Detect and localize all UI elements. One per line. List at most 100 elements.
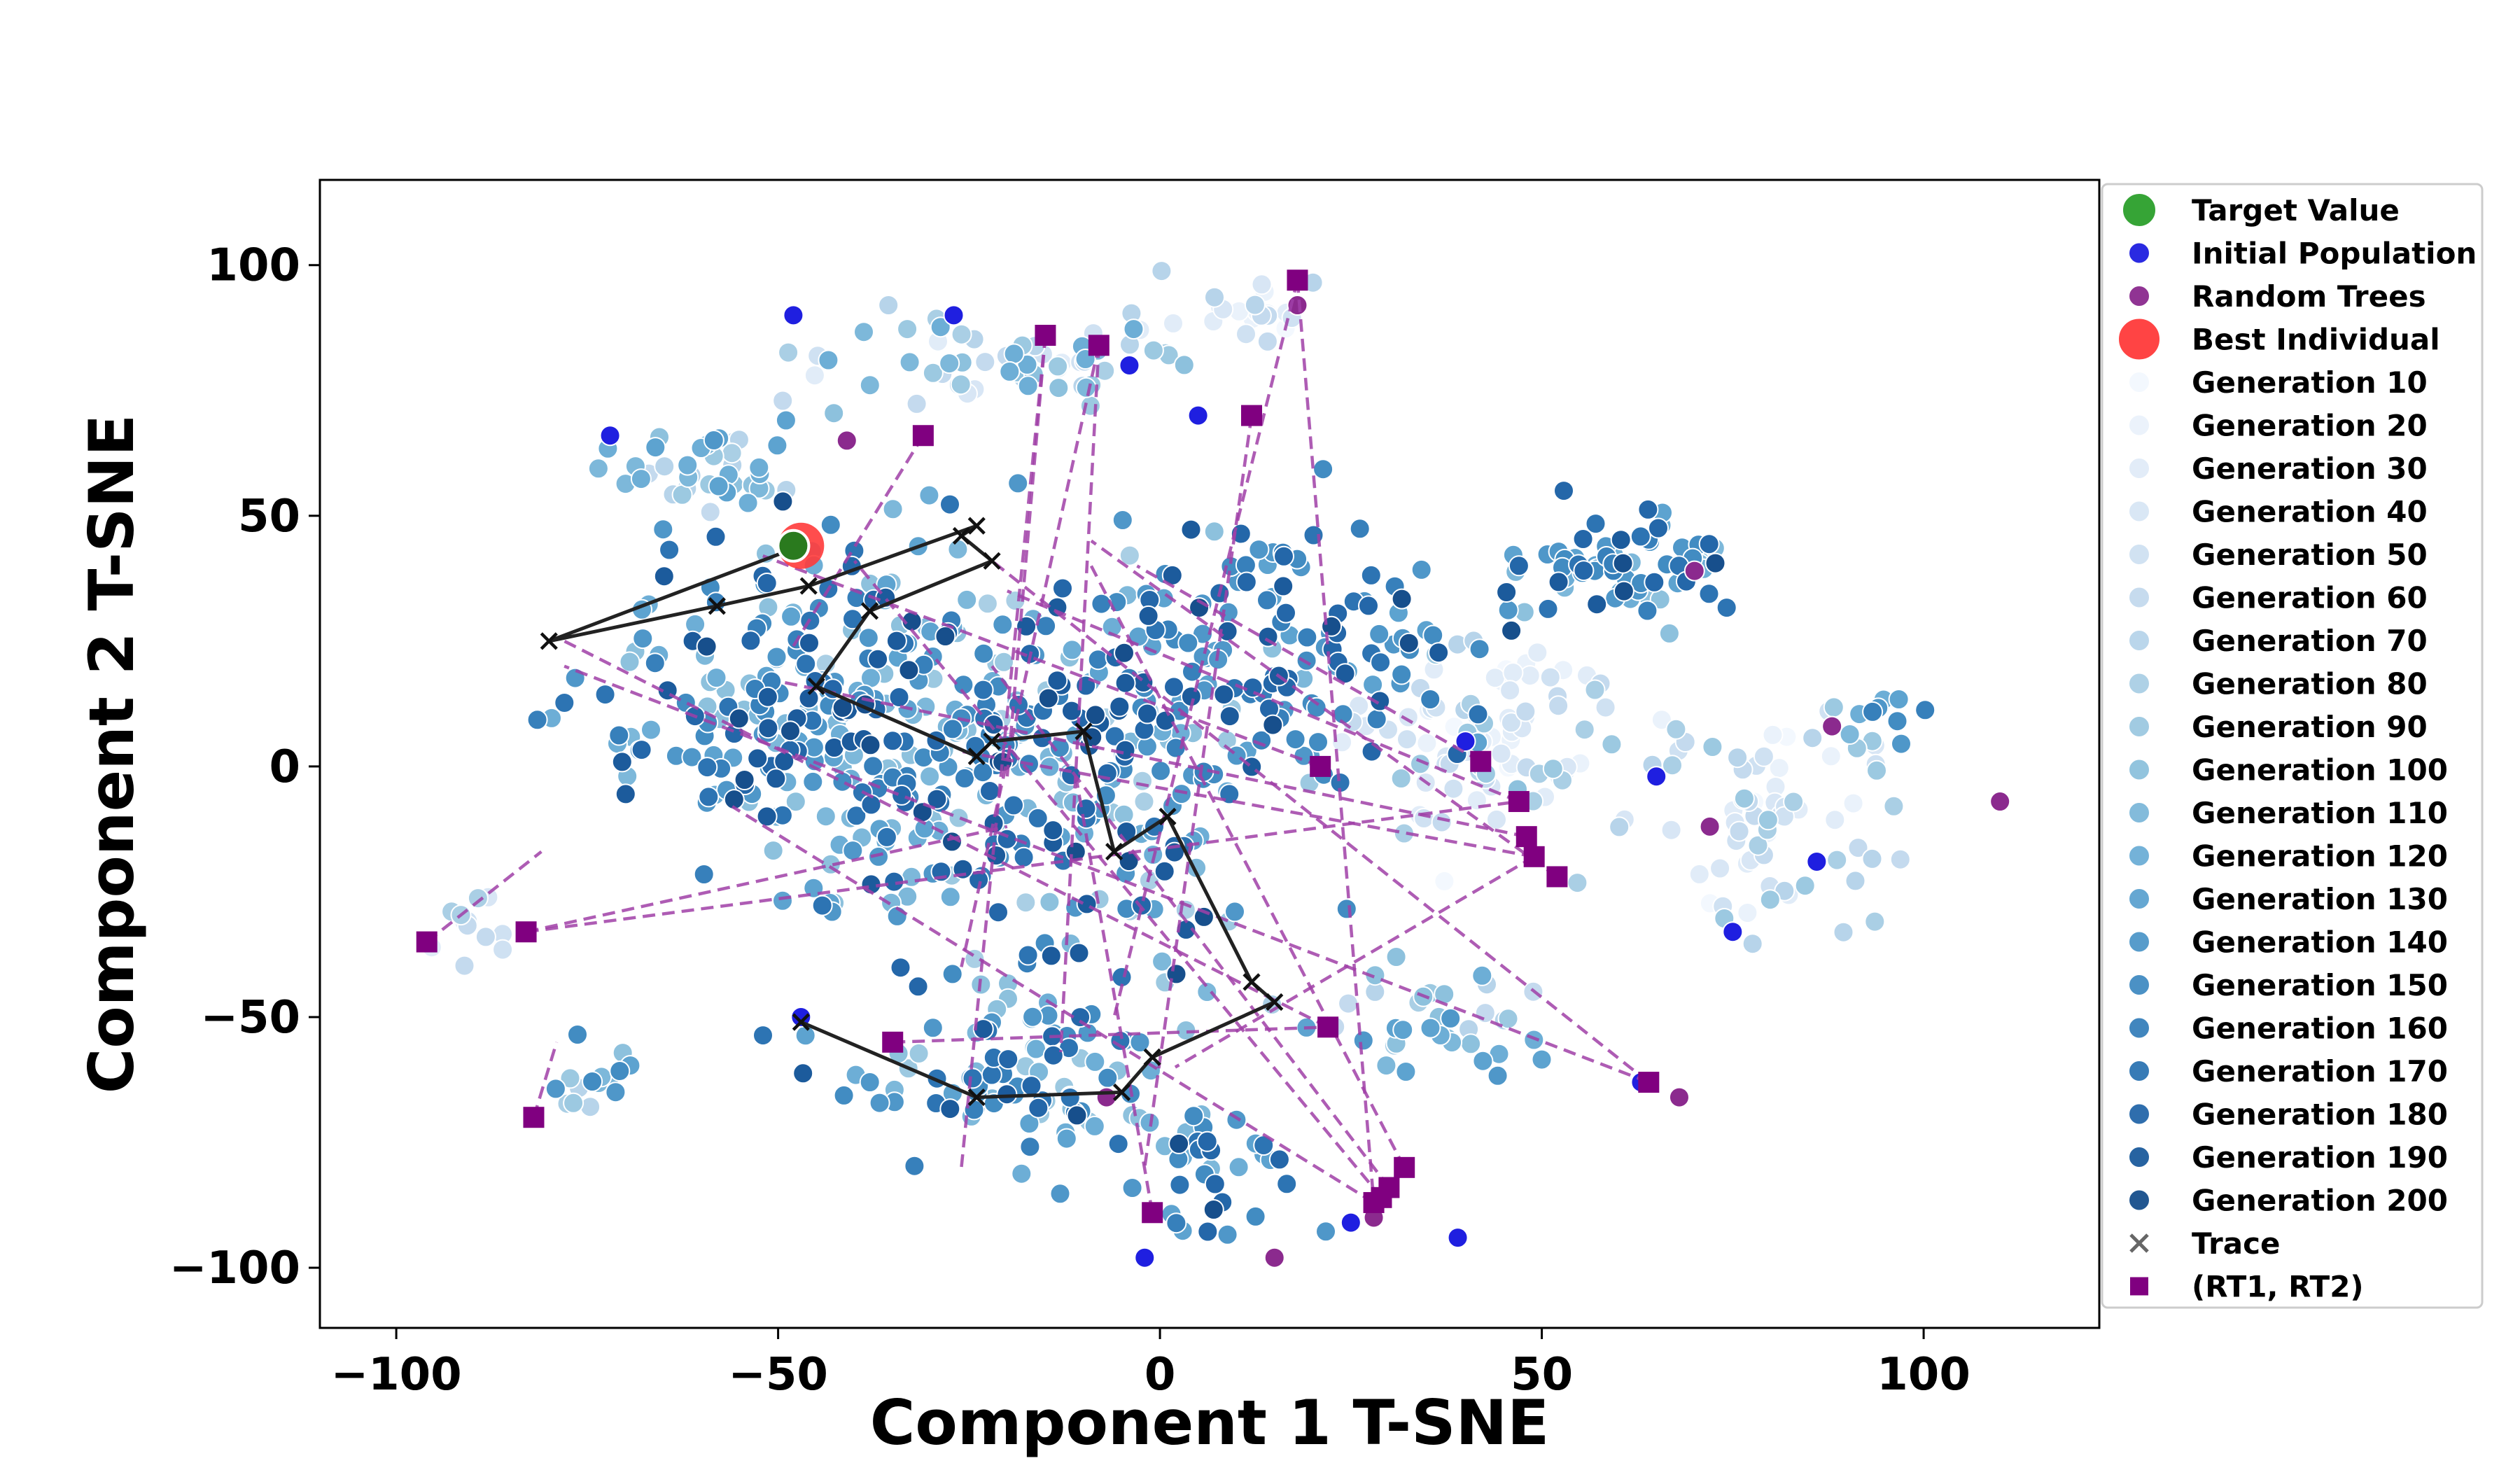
population-point [1173,354,1195,376]
legend-square-marker [2130,1277,2148,1296]
population-point [804,365,825,386]
population-point [1709,858,1731,879]
population-point [696,636,718,657]
population-point [906,393,927,414]
population-point [1017,944,1039,966]
population-point [640,719,662,741]
population-point [747,748,769,769]
population-point [1416,732,1438,754]
population-point [1886,710,1908,732]
legend-label: Generation 200 [2192,1184,2448,1218]
population-point [1490,743,1512,764]
population-point [1660,819,1682,841]
population-point [1021,1075,1042,1097]
population-point [1084,1115,1105,1137]
population-point [1166,963,1187,985]
population-point [632,628,654,650]
trace-x-marker [983,552,1001,570]
legend-label: Generation 130 [2192,882,2448,916]
initial-or-random-point [1722,921,1744,943]
rt-pair-line [1136,564,1482,763]
legend-label: Generation 60 [2192,581,2428,615]
population-point [467,888,489,909]
trace-x-marker [799,577,818,595]
population-point [1061,639,1083,661]
population-point [1839,724,1861,745]
rt-pair-square [1317,1016,1339,1038]
population-point [1224,901,1245,923]
population-point [891,784,913,806]
population-point [974,351,996,373]
population-point [1204,286,1225,308]
x-tick-label: −100 [330,1349,461,1401]
population-point [1273,575,1294,597]
population-point [1177,632,1199,654]
population-point [1048,377,1070,399]
legend-circle-marker [2128,457,2150,479]
initial-or-random-point [1668,1086,1690,1108]
population-point [696,757,718,778]
population-point [708,475,729,497]
population-point [882,498,904,520]
population-point [1049,1183,1071,1205]
population-point [1440,1007,1462,1029]
population-point [999,360,1021,382]
population-point [1169,1174,1191,1196]
population-point [1352,1030,1374,1051]
population-point [1213,684,1235,706]
population-point [1137,703,1158,724]
population-point [1087,649,1109,671]
population-point [1733,788,1755,809]
population-point [832,771,853,792]
y-tick-label: 50 [238,491,300,542]
x-tick-label: 0 [1144,1349,1176,1401]
population-point [1413,808,1435,829]
trace-x-marker [983,732,1001,750]
population-point [644,652,666,674]
population-point [833,1084,855,1106]
population-point [772,491,794,512]
trace-x-marker [792,1013,810,1031]
population-point [1802,727,1823,749]
population-point [1410,753,1431,775]
population-point [653,566,675,587]
population-point [1019,1136,1041,1158]
trace-x-marker [967,517,986,535]
population-point [563,1092,584,1114]
initial-or-random-point [1134,1247,1156,1268]
rt-pair-line [1174,855,1535,1069]
population-point [1824,809,1846,831]
rt-pair-line [853,559,1383,1199]
rt-pair-square [1287,270,1308,291]
population-point [1644,571,1665,593]
rt-pair-square [1378,1177,1400,1198]
rt-pair-square [1088,335,1110,356]
population-point [1914,699,1936,721]
population-point [1336,898,1357,920]
legend-label: Generation 150 [2192,968,2448,1002]
population-point [1203,1199,1224,1220]
population-point [1392,1019,1414,1041]
rt-pair-line [526,825,1008,934]
population-point [659,539,680,561]
population-point [820,514,841,536]
population-point [882,730,904,752]
population-point [1665,718,1687,740]
population-point [1119,545,1140,566]
population-point [780,720,801,742]
population-point [1112,510,1133,531]
population-point [1142,340,1164,361]
population-point [1610,529,1632,551]
population-point [1658,622,1680,644]
population-point [698,786,720,808]
population-point [1422,624,1444,646]
rt-pair-square [1638,1072,1660,1093]
y-axis-title: Component 2 T-SNE [76,414,148,1094]
rt-pair-line [990,665,1391,1189]
population-point [1431,811,1452,833]
legend-box [2101,183,2484,1309]
population-point [823,402,845,424]
population-point [1170,783,1192,805]
population-point [1084,1051,1106,1072]
population-point [948,807,969,829]
